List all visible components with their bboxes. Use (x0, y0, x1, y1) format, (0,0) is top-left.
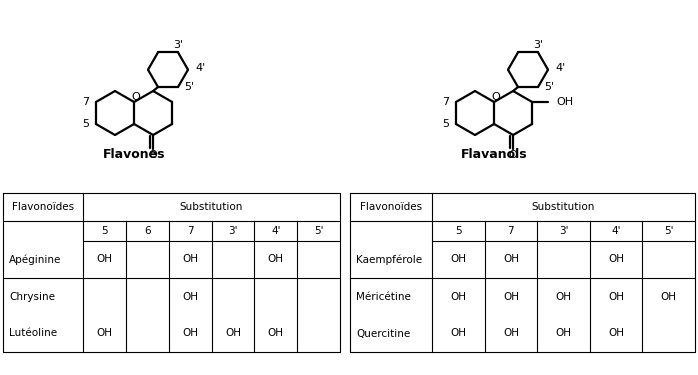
Text: OH: OH (450, 255, 466, 264)
Text: OH: OH (608, 255, 624, 264)
Text: Quercitine: Quercitine (356, 328, 410, 339)
Text: OH: OH (268, 328, 284, 339)
Text: 3': 3' (533, 40, 543, 50)
Text: Substitution: Substitution (532, 202, 595, 212)
Text: 5': 5' (184, 82, 194, 92)
Text: Kaempférole: Kaempférole (356, 254, 422, 265)
Text: 5': 5' (664, 226, 674, 236)
Text: 4': 4' (195, 63, 205, 73)
Text: 6: 6 (144, 226, 151, 236)
Text: 7: 7 (187, 226, 193, 236)
Text: 5: 5 (442, 119, 449, 129)
Text: OH: OH (182, 328, 198, 339)
Text: 5: 5 (82, 119, 89, 129)
Text: Flavonoïdes: Flavonoïdes (360, 202, 422, 212)
Text: 5: 5 (455, 226, 461, 236)
Text: OH: OH (96, 255, 112, 264)
Text: OH: OH (182, 255, 198, 264)
Text: OH: OH (503, 328, 519, 339)
Text: 5': 5' (544, 82, 554, 92)
Text: OH: OH (503, 255, 519, 264)
Text: 7: 7 (442, 97, 449, 107)
Text: OH: OH (268, 255, 284, 264)
Text: 3': 3' (559, 226, 568, 236)
Text: 5: 5 (101, 226, 107, 236)
Text: OH: OH (661, 291, 676, 302)
Text: Lutéoline: Lutéoline (9, 328, 57, 339)
Text: OH: OH (556, 328, 572, 339)
Text: OH: OH (182, 291, 198, 302)
Text: OH: OH (556, 291, 572, 302)
Text: Flavonoïdes: Flavonoïdes (12, 202, 74, 212)
Text: Flavones: Flavones (103, 148, 165, 162)
Text: 5': 5' (314, 226, 323, 236)
Text: O: O (149, 150, 158, 160)
Text: OH: OH (608, 291, 624, 302)
Text: OH: OH (96, 328, 112, 339)
Text: O: O (132, 92, 140, 102)
Text: Substitution: Substitution (180, 202, 243, 212)
Text: OH: OH (608, 328, 624, 339)
Text: 4': 4' (271, 226, 281, 236)
Text: 3': 3' (173, 40, 183, 50)
Text: 3': 3' (228, 226, 237, 236)
Text: O: O (509, 150, 517, 160)
Text: Chrysine: Chrysine (9, 291, 55, 302)
Text: 4': 4' (611, 226, 621, 236)
Text: OH: OH (450, 291, 466, 302)
Text: O: O (491, 92, 500, 102)
Text: Méricétine: Méricétine (356, 291, 411, 302)
Text: 4': 4' (555, 63, 565, 73)
Text: OH: OH (450, 328, 466, 339)
Text: Apéginine: Apéginine (9, 254, 61, 265)
Text: OH: OH (225, 328, 241, 339)
Text: 7: 7 (82, 97, 89, 107)
Text: OH: OH (556, 97, 573, 107)
Text: Flavanols: Flavanols (461, 148, 528, 162)
Text: 7: 7 (507, 226, 514, 236)
Text: OH: OH (503, 291, 519, 302)
